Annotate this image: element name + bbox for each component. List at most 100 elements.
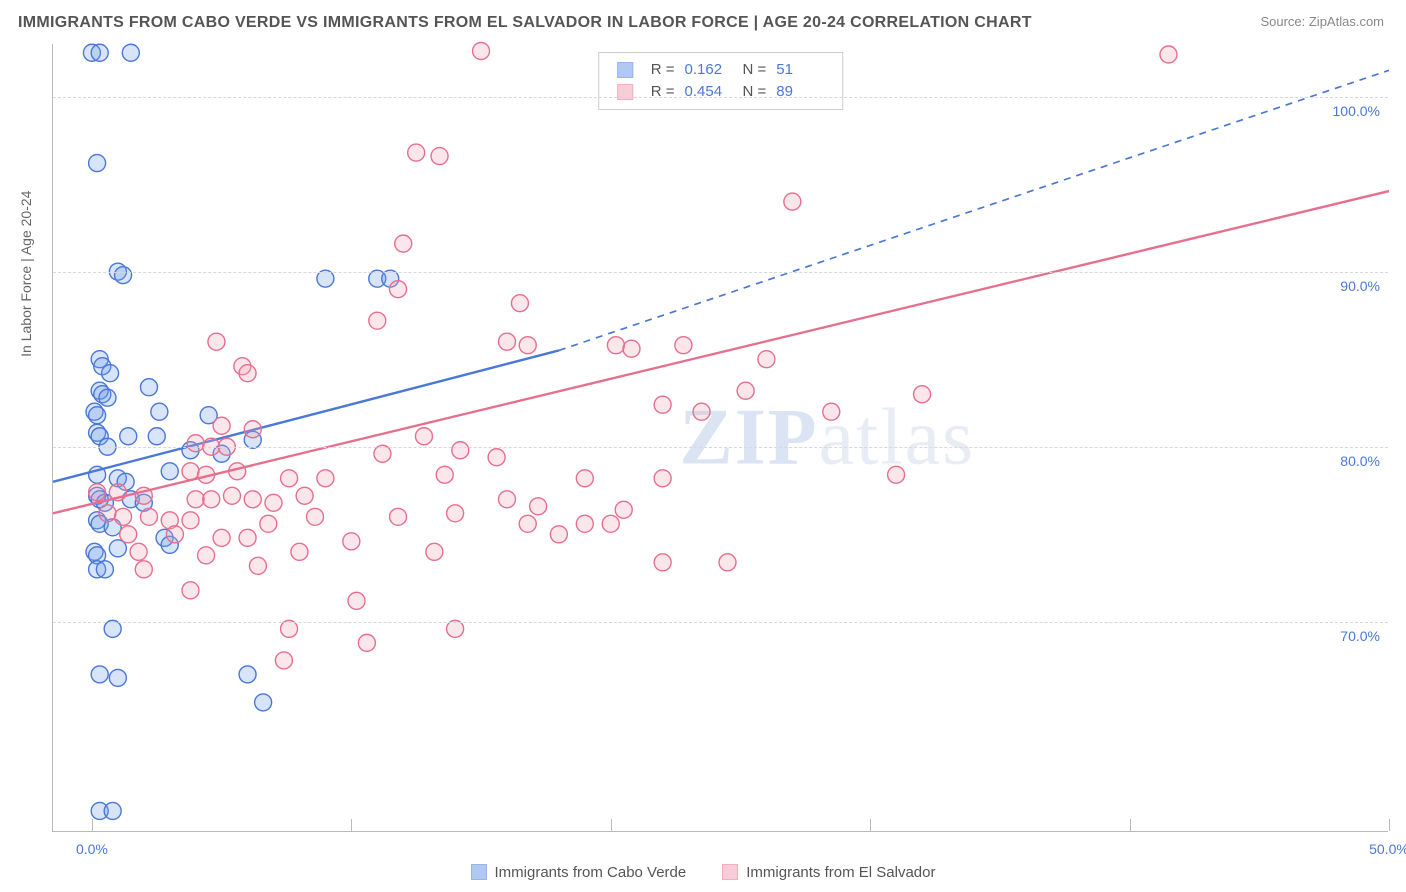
data-point-el_salvador [615,501,632,518]
data-point-el_salvador [244,421,261,438]
data-point-el_salvador [498,491,515,508]
data-point-el_salvador [244,491,261,508]
data-point-el_salvador [374,445,391,462]
data-point-el_salvador [166,526,183,543]
tick-v [870,819,871,831]
legend-swatch [471,864,487,880]
legend-n-value: 89 [776,81,824,103]
gridline-h [53,622,1388,623]
x-tick-label: 50.0% [1369,841,1406,857]
y-tick-label: 100.0% [1333,103,1380,119]
data-point-el_salvador [89,484,106,501]
data-point-el_salvador [198,547,215,564]
data-point-el_salvador [358,634,375,651]
data-point-el_salvador [390,281,407,298]
data-point-el_salvador [281,620,298,637]
data-point-el_salvador [431,148,448,165]
data-point-el_salvador [654,554,671,571]
data-point-el_salvador [693,403,710,420]
tick-v [351,819,352,831]
tick-v [611,819,612,831]
data-point-el_salvador [1160,46,1177,63]
data-point-cabo_verde [96,561,113,578]
data-point-el_salvador [213,529,230,546]
trendline-el_salvador [53,191,1389,513]
data-point-cabo_verde [122,44,139,61]
data-point-el_salvador [99,505,116,522]
series-legend: Immigrants from Cabo Verde Immigrants fro… [0,864,1406,885]
data-point-el_salvador [291,543,308,560]
legend-swatch [617,62,633,78]
y-tick-label: 80.0% [1340,453,1380,469]
data-point-el_salvador [447,505,464,522]
data-point-el_salvador [187,435,204,452]
data-point-el_salvador [436,466,453,483]
gridline-h [53,272,1388,273]
data-point-el_salvador [576,515,593,532]
data-point-el_salvador [888,466,905,483]
data-point-el_salvador [452,442,469,459]
tick-v [1389,819,1390,831]
series-legend-label: Immigrants from Cabo Verde [495,864,687,881]
legend-r-value: 0.162 [685,59,733,81]
series-legend-item-cabo_verde: Immigrants from Cabo Verde [471,864,687,881]
data-point-el_salvador [675,337,692,354]
legend-r-label: R = [651,81,675,103]
series-legend-item-el_salvador: Immigrants from El Salvador [722,864,935,881]
data-point-el_salvador [550,526,567,543]
gridline-h [53,97,1388,98]
y-tick-label: 70.0% [1340,628,1380,644]
legend-row-cabo_verde: R =0.162N =51 [617,59,825,81]
data-point-el_salvador [408,144,425,161]
data-point-cabo_verde [91,44,108,61]
data-point-el_salvador [115,508,132,525]
legend-r-label: R = [651,59,675,81]
data-point-cabo_verde [104,620,121,637]
data-point-el_salvador [426,543,443,560]
data-point-el_salvador [447,620,464,637]
data-point-el_salvador [260,515,277,532]
data-point-el_salvador [187,491,204,508]
data-point-cabo_verde [239,666,256,683]
data-point-el_salvador [473,43,490,60]
data-point-cabo_verde [317,270,334,287]
data-point-el_salvador [307,508,324,525]
data-point-el_salvador [654,470,671,487]
legend-n-label: N = [743,81,767,103]
data-point-el_salvador [208,333,225,350]
data-point-el_salvador [511,295,528,312]
data-point-el_salvador [275,652,292,669]
data-point-el_salvador [223,487,240,504]
data-point-cabo_verde [99,389,116,406]
data-point-el_salvador [488,449,505,466]
data-point-el_salvador [213,417,230,434]
data-point-el_salvador [395,235,412,252]
data-point-el_salvador [348,592,365,609]
gridline-h [53,447,1388,448]
data-point-el_salvador [602,515,619,532]
data-point-el_salvador [120,526,137,543]
data-point-cabo_verde [89,407,106,424]
legend-n-value: 51 [776,59,824,81]
plot-area: ZIPatlas R =0.162N =51R =0.454N =89 70.0… [52,44,1388,832]
legend-r-value: 0.454 [685,81,733,103]
data-point-el_salvador [140,508,157,525]
data-point-el_salvador [823,403,840,420]
data-point-el_salvador [784,193,801,210]
source-attribution: Source: ZipAtlas.com [1260,14,1384,29]
data-point-el_salvador [576,470,593,487]
y-tick-label: 90.0% [1340,278,1380,294]
data-point-cabo_verde [115,267,132,284]
data-point-el_salvador [369,312,386,329]
data-point-el_salvador [530,498,547,515]
data-point-el_salvador [654,396,671,413]
data-point-el_salvador [296,487,313,504]
data-point-cabo_verde [89,155,106,172]
data-point-el_salvador [182,582,199,599]
legend-swatch [722,864,738,880]
data-point-cabo_verde [255,694,272,711]
data-point-el_salvador [203,491,220,508]
data-point-el_salvador [281,470,298,487]
data-point-cabo_verde [148,428,165,445]
data-point-el_salvador [343,533,360,550]
